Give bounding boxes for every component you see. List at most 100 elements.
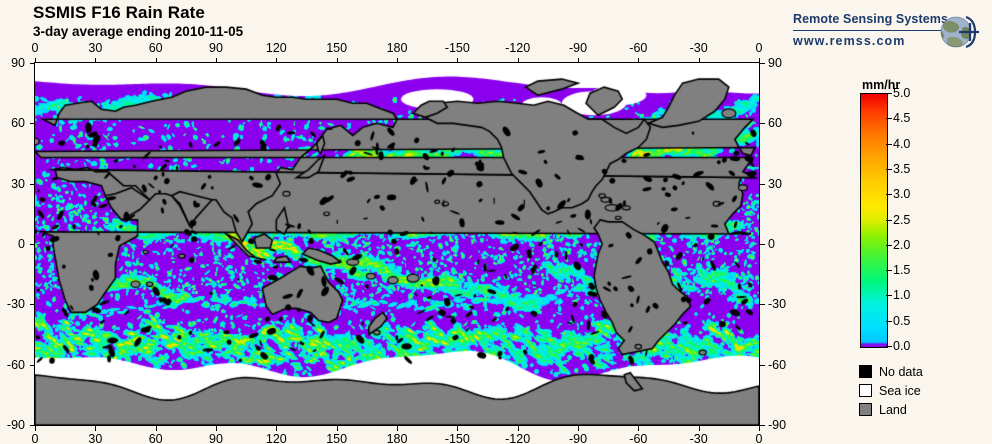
x-axis-label-bottom: 60: [148, 432, 163, 444]
x-tick-bottom: [95, 426, 97, 431]
x-axis-label-bottom: 90: [209, 432, 223, 444]
page-title: SSMIS F16 Rain Rate: [33, 3, 205, 22]
colorbar-tick-label: 4.5: [893, 111, 911, 126]
x-tick-top: [759, 58, 760, 63]
legend-swatch: [859, 384, 872, 397]
x-axis-label-top: 30: [88, 41, 103, 55]
x-axis-label-top: -60: [629, 41, 648, 55]
colorbar-tick: [886, 93, 892, 94]
x-axis-label-top: 0: [755, 41, 763, 55]
y-axis-label-right: -30: [768, 297, 787, 312]
x-axis-label-top: -30: [689, 41, 708, 55]
colorbar-tick: [886, 143, 892, 145]
x-axis-label-bottom: -60: [629, 432, 648, 444]
map-legend: No data Sea ice Land: [859, 362, 923, 419]
page-subtitle: 3-day average ending 2010-11-05: [33, 24, 244, 39]
y-tick-right: [760, 244, 765, 245]
x-tick-bottom: [216, 426, 217, 431]
x-tick-bottom: [517, 426, 519, 431]
y-axis-label-left: 0: [18, 237, 25, 251]
legend-label: Sea ice: [879, 383, 921, 398]
x-tick-top: [35, 58, 36, 63]
legend-item: Land: [859, 400, 923, 419]
colorbar-gradient: [861, 94, 887, 347]
legend-swatch: [859, 403, 872, 416]
x-tick-top: [517, 58, 519, 63]
x-axis-label-bottom: -30: [689, 432, 708, 444]
y-axis-label-right: 90: [768, 56, 782, 70]
x-axis-label-bottom: 180: [386, 432, 408, 444]
y-tick-left: [30, 63, 35, 64]
x-tick-bottom: [336, 426, 338, 431]
y-axis-label-left: -90: [6, 418, 25, 432]
x-tick-top: [216, 58, 217, 63]
colorbar-tick: [886, 295, 892, 297]
x-tick-top: [155, 58, 157, 63]
colorbar-tick-label: 2.0: [893, 237, 911, 252]
colorbar-unit-label: mm/hr: [862, 78, 901, 92]
x-tick-top: [397, 58, 398, 63]
x-axis-label-top: -90: [568, 41, 588, 55]
legend-label: Land: [879, 402, 907, 417]
legend-item: No data: [859, 362, 923, 381]
x-tick-top: [336, 58, 338, 63]
logo-organization-name: Remote Sensing Systems: [793, 12, 949, 26]
y-tick-right: [760, 123, 765, 125]
colorbar-tick-label: 0.5: [893, 313, 911, 328]
x-axis-label-top: 150: [326, 41, 348, 55]
x-tick-bottom: [698, 426, 700, 431]
x-tick-top: [578, 58, 579, 63]
x-axis-label-top: 0: [31, 41, 39, 55]
x-axis-label-top: 60: [148, 41, 163, 55]
y-tick-left: [30, 425, 35, 426]
colorbar[interactable]: [860, 93, 888, 348]
x-tick-bottom: [397, 426, 398, 431]
x-axis-label-bottom: 150: [326, 432, 348, 444]
colorbar-tick-label: 1.0: [893, 288, 911, 303]
colorbar-tick-label: 5.0: [893, 86, 911, 100]
x-axis-label-top: 120: [265, 41, 287, 55]
y-tick-left: [30, 244, 35, 245]
colorbar-tick: [886, 244, 892, 246]
colorbar-tick-label: 3.5: [893, 161, 911, 176]
x-tick-bottom: [457, 426, 459, 431]
colorbar-tick: [886, 168, 892, 170]
y-tick-left: [30, 183, 35, 185]
y-tick-left: [30, 364, 35, 366]
x-axis-label-bottom: 0: [31, 432, 39, 444]
y-axis-label-left: 90: [11, 56, 25, 70]
colorbar-tick: [886, 194, 892, 196]
rain-rate-map[interactable]: [34, 62, 760, 426]
y-tick-left: [30, 304, 35, 306]
x-tick-bottom: [759, 426, 760, 431]
colorbar-tick: [886, 118, 892, 120]
colorbar-tick-label: 0.0: [893, 339, 911, 353]
y-axis-label-left: 30: [11, 176, 25, 191]
x-tick-top: [638, 58, 640, 63]
x-axis-label-top: 90: [209, 41, 223, 55]
colorbar-tick: [886, 270, 892, 272]
x-tick-bottom: [35, 426, 36, 431]
colorbar-tick-label: 4.0: [893, 136, 911, 151]
y-tick-right: [760, 364, 765, 366]
x-tick-top: [95, 58, 97, 63]
y-axis-label-left: 60: [11, 116, 25, 131]
y-tick-right: [760, 183, 765, 185]
legend-item: Sea ice: [859, 381, 923, 400]
x-axis-label-top: -150: [444, 41, 470, 55]
x-axis-label-bottom: 120: [265, 432, 287, 444]
x-axis-label-top: -120: [505, 41, 531, 55]
y-tick-right: [760, 425, 765, 426]
y-tick-left: [30, 123, 35, 125]
x-axis-label-bottom: 30: [88, 432, 103, 444]
colorbar-tick-label: 3.0: [893, 187, 911, 202]
y-axis-label-right: -90: [768, 418, 787, 432]
x-axis-label-top: 180: [386, 41, 408, 55]
colorbar-tick-label: 2.5: [893, 212, 911, 227]
legend-label: No data: [879, 364, 923, 379]
colorbar-tick: [886, 346, 892, 347]
colorbar-tick: [886, 219, 892, 221]
y-axis-label-right: 30: [768, 176, 782, 191]
colorbar-tick-label: 1.5: [893, 263, 911, 278]
remss-logo[interactable]: Remote Sensing Systems www.remss.com: [793, 12, 983, 56]
